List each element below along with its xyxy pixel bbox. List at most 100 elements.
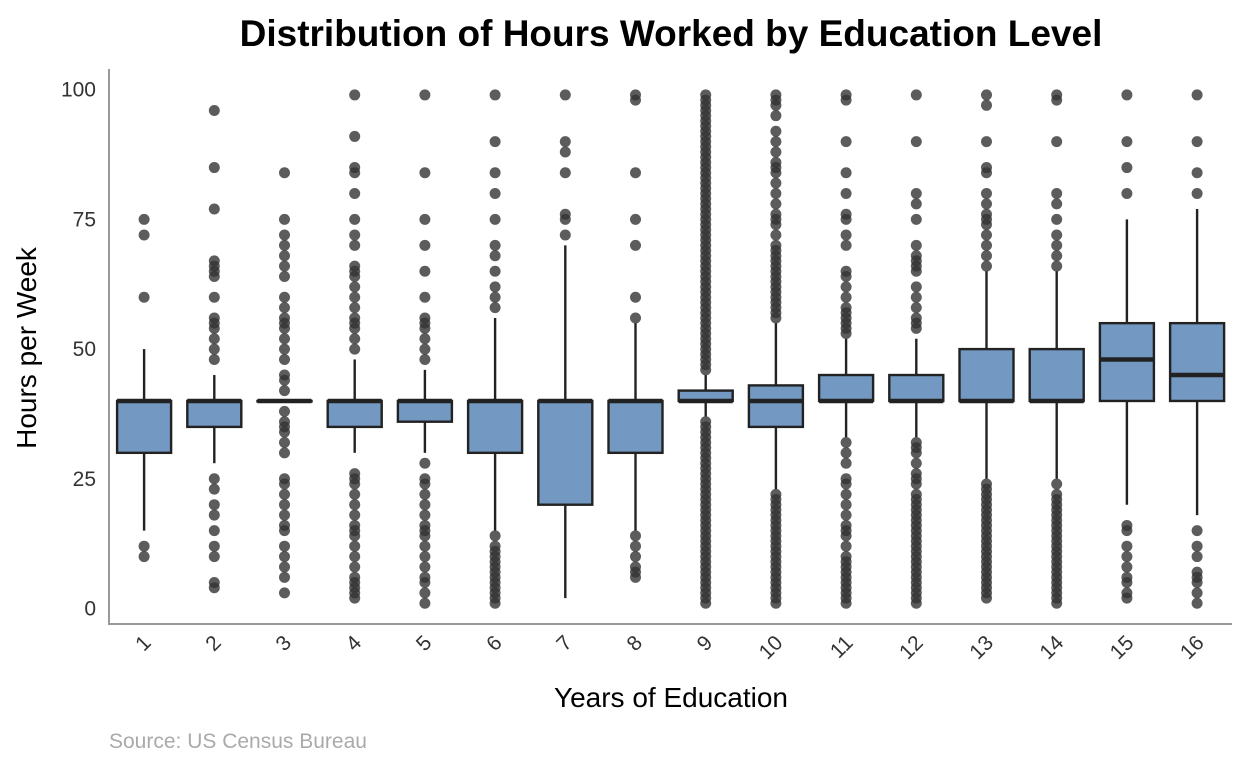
outlier-point: [279, 473, 290, 485]
outlier-point: [349, 561, 361, 573]
box-group-16: [1168, 89, 1226, 609]
outlier-point: [630, 551, 641, 563]
outlier-point: [279, 551, 290, 563]
outlier-point: [840, 187, 852, 199]
outlier-point: [1121, 540, 1133, 552]
source-note: Source: US Census Bureau: [109, 730, 367, 753]
outlier-point: [910, 302, 922, 314]
outlier-point: [419, 597, 431, 609]
outlier-point: [349, 540, 361, 552]
outlier-point: [840, 208, 852, 220]
outlier-point: [630, 291, 641, 303]
outlier-point: [489, 187, 501, 199]
outlier-point: [349, 291, 361, 303]
outlier-point: [489, 136, 501, 148]
outlier-point: [279, 353, 290, 365]
y-tick-label: 25: [73, 468, 96, 491]
y-axis-label: Hours per Week: [11, 246, 42, 449]
outlier-point: [489, 302, 501, 314]
outlier-point: [910, 187, 922, 199]
outlier-point: [630, 89, 641, 101]
outlier-point: [489, 281, 501, 293]
outlier-point: [489, 213, 501, 225]
outlier-point: [1051, 89, 1063, 101]
outlier-point: [279, 436, 290, 448]
outlier-point: [279, 270, 290, 282]
outlier-point: [419, 239, 431, 251]
outlier-point: [349, 89, 361, 101]
box-group-3: [256, 167, 313, 599]
outlier-point: [138, 291, 150, 303]
outlier-point: [279, 488, 290, 500]
outlier-point: [349, 468, 361, 480]
outlier-point: [208, 343, 220, 355]
outlier-point: [910, 457, 922, 469]
outlier-point: [279, 405, 290, 417]
x-tick-label: 13: [965, 631, 998, 664]
outlier-point: [208, 255, 220, 267]
outlier-point: [489, 167, 501, 179]
outlier-point: [279, 213, 290, 225]
outlier-point: [840, 551, 852, 563]
outlier-point: [840, 136, 852, 148]
outlier-point: [419, 89, 431, 101]
outlier-point: [910, 488, 922, 500]
outlier-point: [1191, 566, 1203, 578]
outlier-point: [630, 213, 641, 225]
outlier-point: [419, 488, 431, 500]
outlier-point: [349, 302, 361, 314]
outlier-point: [559, 167, 571, 179]
outlier-point: [208, 203, 220, 215]
outlier-point: [981, 198, 992, 210]
outlier-point: [630, 530, 641, 542]
outlier-point: [279, 369, 290, 381]
outlier-point: [981, 99, 992, 111]
box-iqr: [537, 399, 594, 506]
outlier-point: [208, 483, 220, 495]
outlier-point: [279, 519, 290, 531]
outlier-point: [279, 561, 290, 573]
outlier-point: [981, 136, 992, 148]
outlier-point: [840, 167, 852, 179]
x-axis-label: Years of Education: [554, 682, 788, 713]
outlier-point: [910, 281, 922, 293]
outlier-point: [1051, 136, 1063, 148]
outlier-point: [419, 353, 431, 365]
x-tick-label: 16: [1176, 631, 1209, 664]
outlier-point: [630, 312, 641, 324]
outlier-point: [349, 229, 361, 241]
outlier-point: [1191, 167, 1203, 179]
outlier-point: [419, 551, 431, 563]
box-iqr: [1168, 321, 1226, 403]
box-group-13: [958, 89, 1015, 604]
outlier-point: [1191, 551, 1203, 563]
box-iqr: [958, 347, 1015, 403]
outlier-point: [630, 239, 641, 251]
outlier-point: [279, 385, 290, 397]
outlier-point: [910, 136, 922, 148]
x-tick-label: 2: [201, 631, 226, 656]
box-group-4: [326, 89, 383, 604]
outlier-point: [1121, 187, 1133, 199]
box-group-6: [466, 89, 524, 609]
y-tick-label: 75: [73, 208, 96, 231]
outlier-point: [630, 540, 641, 552]
outlier-point: [349, 343, 361, 355]
outlier-point: [1191, 187, 1203, 199]
outlier-point: [349, 551, 361, 563]
box-group-5: [396, 89, 454, 609]
outlier-point: [279, 312, 290, 324]
outlier-point: [279, 291, 290, 303]
outlier-point: [910, 250, 922, 262]
outlier-point: [1051, 213, 1063, 225]
outlier-point: [208, 551, 220, 563]
outlier-point: [419, 213, 431, 225]
outlier-point: [419, 291, 431, 303]
outlier-point: [1191, 587, 1203, 599]
x-tick-label: 15: [1106, 631, 1139, 664]
outlier-point: [349, 162, 361, 174]
box-group-2: [186, 104, 243, 594]
outlier-point: [1191, 136, 1203, 148]
x-tick-label: 3: [272, 631, 297, 656]
